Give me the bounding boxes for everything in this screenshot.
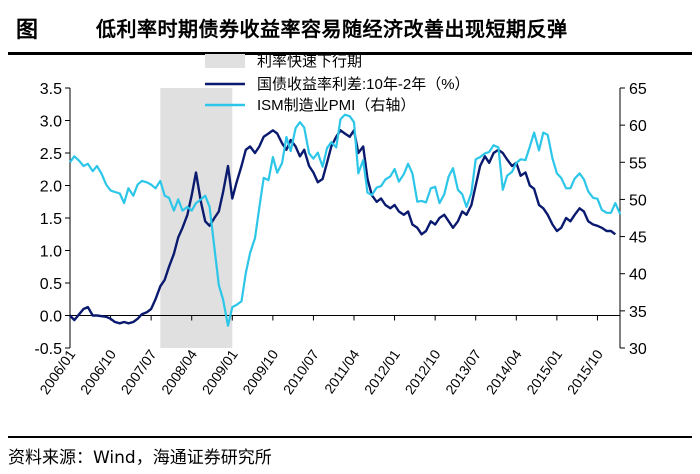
x-tick-label: 2012/10	[401, 346, 443, 397]
left-tick-label: 1.5	[40, 211, 62, 228]
right-tick-label: 40	[629, 267, 647, 284]
x-tick-label: 2006/10	[77, 346, 119, 397]
x-tick-label: 2013/07	[442, 346, 484, 397]
right-tick-label: 35	[629, 304, 647, 321]
shaded-region	[160, 88, 233, 348]
x-tick-label: 2010/07	[280, 346, 322, 397]
left-tick-label: 0.5	[40, 276, 62, 293]
left-tick-label: 3.5	[40, 81, 62, 98]
left-tick-label: 3.0	[40, 114, 62, 131]
title-bar: 图 低利率时期债券收益率容易随经济改善出现短期反弹	[0, 0, 700, 58]
left-tick-label: -0.5	[34, 341, 62, 358]
x-tick-label: 2009/10	[239, 346, 281, 397]
x-tick-label: 2011/04	[321, 346, 363, 396]
right-tick-label: 30	[629, 341, 647, 358]
title-rule	[8, 52, 692, 55]
x-tick-label: 2012/01	[361, 346, 403, 397]
x-tick-label: 2009/01	[199, 346, 241, 397]
source-rule	[8, 436, 692, 438]
left-tick-label: 1.0	[40, 244, 62, 261]
x-tick-label: 2015/01	[523, 346, 565, 397]
x-tick-label: 2008/04	[158, 346, 200, 397]
left-tick-label: 2.0	[40, 179, 62, 196]
left-tick-label: 0.0	[40, 309, 62, 326]
legend-label: 国债收益率利差:10年-2年（%）	[257, 76, 470, 93]
right-tick-label: 45	[629, 230, 647, 247]
x-tick-label: 2007/07	[117, 346, 159, 397]
spread-series-line	[69, 129, 617, 325]
source-note: 资料来源：Wind，海通证券研究所	[8, 448, 272, 468]
right-tick-label: 55	[629, 155, 647, 172]
left-tick-label: 2.5	[40, 146, 62, 163]
figure-label: 图	[16, 18, 39, 43]
legend-label: ISM制造业PMI（右轴）	[257, 97, 415, 114]
right-tick-label: 50	[629, 192, 647, 209]
figure-title: 低利率时期债券收益率容易随经济改善出现短期反弹	[96, 17, 568, 41]
right-tick-label: 60	[629, 118, 647, 135]
x-tick-label: 2014/04	[483, 346, 525, 397]
legend-label-shaded: 利率快速下行期	[257, 53, 362, 70]
right-tick-label: 65	[629, 81, 647, 98]
x-tick-label: 2015/10	[564, 346, 606, 397]
legend-swatch-shaded	[205, 54, 245, 68]
pmi-series-line	[69, 113, 622, 327]
